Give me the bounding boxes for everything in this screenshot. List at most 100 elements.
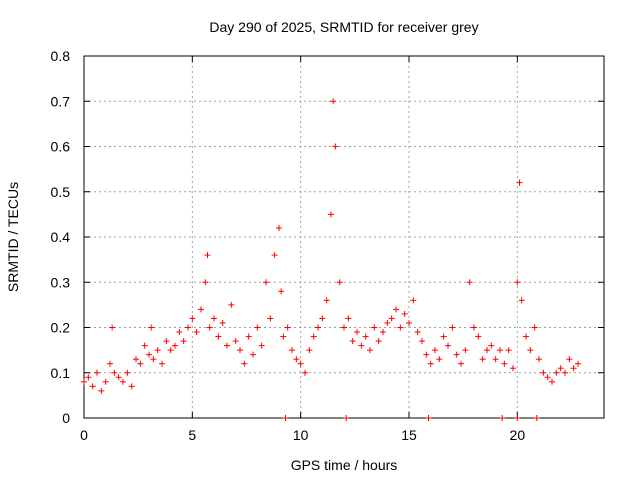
data-point	[462, 347, 469, 354]
data-point	[254, 324, 261, 331]
data-point	[436, 356, 443, 363]
data-point	[109, 324, 116, 331]
data-point	[128, 383, 135, 390]
data-point	[475, 333, 482, 340]
data-point	[148, 324, 155, 331]
data-point	[81, 378, 87, 385]
data-point	[358, 342, 365, 349]
data-point	[432, 347, 438, 354]
data-point	[120, 378, 126, 385]
data-point	[204, 252, 211, 259]
data-point	[371, 324, 378, 331]
data-point	[497, 347, 503, 354]
data-point	[111, 369, 118, 376]
y-tick-label: 0.1	[51, 365, 71, 381]
data-point	[146, 351, 152, 358]
data-point	[276, 224, 282, 231]
data-point	[397, 324, 404, 331]
data-point	[284, 324, 291, 331]
data-point	[514, 279, 521, 286]
data-point	[271, 252, 278, 259]
data-point	[406, 319, 412, 326]
data-point	[401, 310, 408, 317]
data-point	[419, 338, 425, 345]
data-point	[98, 387, 105, 394]
data-point	[533, 415, 540, 421]
data-point	[224, 342, 230, 349]
data-point	[414, 329, 421, 336]
data-point	[133, 356, 139, 363]
data-point	[293, 356, 300, 363]
data-point	[458, 360, 464, 367]
data-point	[232, 338, 239, 345]
data-points	[81, 98, 581, 421]
data-point	[570, 365, 577, 372]
data-point	[562, 369, 568, 376]
data-point	[492, 356, 499, 363]
data-point	[505, 347, 512, 354]
data-point	[237, 347, 243, 354]
data-point	[445, 342, 451, 349]
data-point	[523, 333, 529, 340]
data-point	[180, 338, 187, 345]
x-tick-label: 5	[188, 427, 196, 443]
data-point	[471, 324, 477, 331]
data-point	[425, 415, 432, 421]
data-point	[211, 315, 217, 322]
data-point	[263, 279, 269, 286]
data-point	[107, 360, 113, 367]
data-point	[185, 324, 191, 331]
data-point	[280, 333, 287, 340]
data-point	[549, 378, 555, 385]
data-point	[94, 369, 100, 376]
data-point	[384, 319, 391, 326]
data-point	[343, 415, 350, 421]
data-point	[466, 279, 473, 286]
data-point	[518, 297, 525, 304]
data-point	[501, 360, 508, 367]
data-point	[154, 347, 161, 354]
data-point	[488, 342, 495, 349]
y-tick-label: 0.4	[51, 229, 71, 245]
data-point	[349, 338, 356, 345]
x-tick-label: 0	[80, 427, 88, 443]
data-point	[354, 329, 360, 336]
data-point	[388, 315, 395, 322]
y-axis-label: SRMTID / TECUs	[5, 182, 21, 292]
axis-ticks: 0 0.1 0.2 0.3 0.4 0.5 0.6 0.7 0.8 0 5 10 15 20	[51, 48, 604, 443]
data-point	[527, 347, 534, 354]
data-point	[499, 415, 506, 421]
data-point	[306, 347, 313, 354]
data-point	[449, 324, 456, 331]
y-tick-label: 0.7	[51, 93, 71, 109]
data-point	[124, 369, 131, 376]
data-point	[176, 329, 183, 336]
data-point	[330, 98, 337, 105]
y-tick-label: 0	[62, 410, 70, 426]
data-point	[323, 297, 330, 304]
data-point	[341, 324, 347, 331]
data-point	[544, 374, 551, 381]
data-point	[167, 347, 174, 354]
data-point	[85, 374, 92, 381]
data-point	[267, 315, 274, 322]
data-point	[163, 338, 170, 345]
data-point	[198, 306, 204, 313]
data-point	[150, 356, 157, 363]
data-point	[302, 369, 308, 376]
y-tick-label: 0.3	[51, 274, 71, 290]
data-point	[367, 347, 373, 354]
data-point	[193, 329, 200, 336]
data-point	[315, 324, 321, 331]
y-tick-label: 0.2	[51, 320, 71, 336]
data-point	[278, 288, 285, 295]
data-point	[531, 324, 538, 331]
data-point	[536, 356, 542, 363]
data-point	[345, 315, 352, 322]
data-point	[332, 143, 339, 150]
data-point	[189, 315, 196, 322]
data-point	[141, 342, 148, 349]
y-tick-label: 0.5	[51, 184, 71, 200]
data-point	[328, 211, 334, 218]
y-tick-label: 0.6	[51, 139, 71, 155]
